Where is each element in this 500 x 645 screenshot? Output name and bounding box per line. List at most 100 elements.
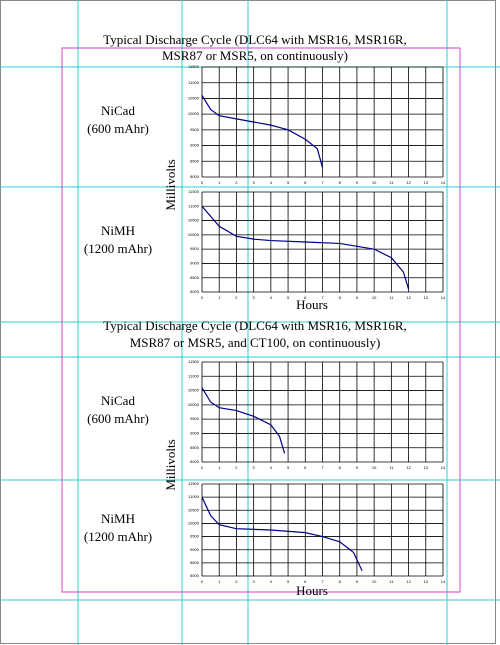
x-tick-label: 2 (235, 579, 238, 584)
y-tick-label: 8000 (190, 289, 200, 294)
y-tick-label: 11500 (188, 189, 200, 194)
y-tick-label: 11000 (188, 494, 200, 499)
x-tick-label: 5 (287, 180, 290, 185)
discharge-curve (201, 387, 286, 454)
y-tick-label: 11500 (188, 481, 200, 486)
y-axis-label: Millivolts (163, 159, 178, 210)
x-tick-label: 10 (372, 180, 377, 185)
x-axis-label: Hours (296, 297, 328, 312)
y-tick-label: 9500 (190, 534, 200, 539)
x-tick-label: 1 (218, 465, 221, 470)
battery-capacity: (600 mAhr) (87, 121, 149, 136)
x-tick-label: 11 (389, 465, 394, 470)
x-tick-label: 1 (218, 579, 221, 584)
x-tick-label: 3 (253, 295, 256, 300)
x-tick-label: 2 (235, 180, 238, 185)
y-tick-label: 10000 (188, 520, 200, 525)
y-tick-label: 9500 (190, 127, 200, 132)
x-tick-label: 2 (235, 465, 238, 470)
x-tick-label: 7 (321, 180, 324, 185)
y-tick-label: 9000 (190, 430, 200, 435)
x-tick-label: 11 (389, 295, 394, 300)
battery-capacity: (1200 mAhr) (84, 529, 152, 544)
x-tick-label: 4 (270, 465, 273, 470)
y-tick-label: 11000 (188, 203, 200, 208)
x-tick-label: 1 (218, 295, 221, 300)
x-tick-label: 8 (339, 579, 342, 584)
section-title: Typical Discharge Cycle (DLC64 with MSR1… (103, 318, 407, 333)
y-tick-label: 10500 (188, 507, 200, 512)
x-tick-label: 4 (270, 579, 273, 584)
y-tick-label: 11500 (188, 359, 200, 364)
x-tick-label: 3 (253, 579, 256, 584)
x-tick-label: 0 (201, 180, 204, 185)
y-tick-label: 10500 (188, 218, 200, 223)
x-tick-label: 3 (253, 465, 256, 470)
margin-box (61, 47, 461, 593)
battery-label: NiCad (101, 103, 135, 118)
x-tick-label: 1 (218, 180, 221, 185)
y-tick-label: 8000 (190, 573, 200, 578)
discharge-curve (201, 496, 363, 571)
x-tick-label: 0 (201, 295, 204, 300)
battery-capacity: (1200 mAhr) (84, 241, 152, 256)
section-title: MSR87 or MSR5, on continuously) (162, 48, 348, 63)
y-tick-label: 10000 (188, 232, 200, 237)
x-tick-label: 12 (406, 295, 411, 300)
x-tick-label: 9 (356, 295, 359, 300)
x-tick-label: 14 (441, 180, 446, 185)
x-tick-label: 9 (356, 180, 359, 185)
y-axis-label: Millivolts (163, 439, 178, 490)
x-tick-label: 8 (339, 295, 342, 300)
x-tick-label: 14 (441, 579, 446, 584)
x-tick-label: 13 (424, 180, 429, 185)
y-tick-label: 8000 (190, 459, 200, 464)
x-axis-label: Hours (296, 583, 328, 598)
x-tick-label: 13 (424, 295, 429, 300)
x-tick-label: 3 (253, 180, 256, 185)
x-tick-label: 5 (287, 295, 290, 300)
x-tick-label: 4 (270, 295, 273, 300)
y-tick-label: 8500 (190, 560, 200, 565)
x-tick-label: 6 (304, 180, 307, 185)
x-tick-label: 14 (441, 295, 446, 300)
y-tick-label: 9000 (190, 260, 200, 265)
x-tick-label: 10 (372, 465, 377, 470)
y-tick-label: 9000 (190, 143, 200, 148)
x-tick-label: 7 (321, 579, 324, 584)
x-tick-label: 8 (339, 180, 342, 185)
x-tick-label: 7 (321, 295, 324, 300)
x-tick-label: 14 (441, 465, 446, 470)
x-tick-label: 13 (424, 465, 429, 470)
x-tick-label: 10 (372, 579, 377, 584)
x-tick-label: 0 (201, 579, 204, 584)
x-tick-label: 9 (356, 465, 359, 470)
y-tick-label: 10500 (188, 388, 200, 393)
section-title: Typical Discharge Cycle (DLC64 with MSR1… (103, 32, 407, 47)
battery-label: NiMH (101, 511, 135, 526)
x-tick-label: 9 (356, 579, 359, 584)
section-title: MSR87 or MSR5, and CT100, on continuousl… (130, 335, 381, 350)
x-tick-label: 13 (424, 579, 429, 584)
x-tick-label: 11 (389, 180, 394, 185)
y-tick-label: 11500 (188, 64, 200, 69)
x-tick-label: 12 (406, 579, 411, 584)
battery-label: NiCad (101, 393, 135, 408)
x-tick-label: 8 (339, 465, 342, 470)
x-tick-label: 5 (287, 579, 290, 584)
y-tick-label: 11000 (188, 80, 200, 85)
x-tick-label: 2 (235, 295, 238, 300)
y-tick-label: 9500 (190, 246, 200, 251)
y-tick-label: 8500 (190, 445, 200, 450)
discharge-curve (201, 205, 410, 290)
y-tick-label: 10000 (188, 402, 200, 407)
y-tick-label: 8500 (190, 158, 200, 163)
x-tick-label: 4 (270, 180, 273, 185)
x-tick-label: 12 (406, 180, 411, 185)
x-tick-label: 11 (389, 579, 394, 584)
x-tick-label: 0 (201, 465, 204, 470)
x-tick-label: 12 (406, 465, 411, 470)
y-tick-label: 11000 (188, 373, 200, 378)
